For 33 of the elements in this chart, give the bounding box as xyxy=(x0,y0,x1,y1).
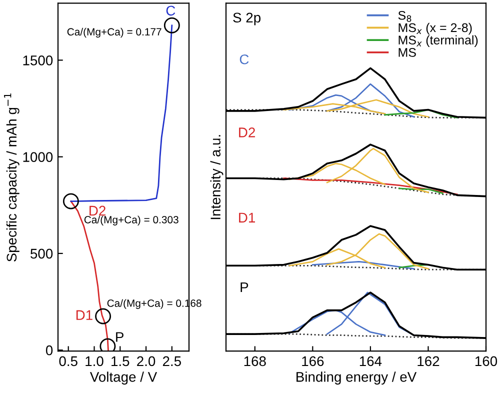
annotation: P xyxy=(240,282,248,292)
y-tick-label: 500 xyxy=(30,248,53,259)
legend-label: MS xyxy=(398,48,416,57)
y-axis-title: Specific capacity / mAh g$^{−1}$ xyxy=(4,93,20,262)
annotation: C xyxy=(166,6,176,16)
x-tick-label: 164 xyxy=(360,356,382,366)
x-tick-label: 160 xyxy=(475,356,498,366)
annotation: D1 xyxy=(239,212,255,222)
y-tick-label: 1000 xyxy=(23,152,53,162)
text: S 2p xyxy=(233,12,261,26)
x-tick-label: 168 xyxy=(244,356,266,366)
annotation: Ca/(Mg+Ca) = 0.303 xyxy=(84,216,178,226)
annotation: D2 xyxy=(239,128,255,138)
x-tick-label: 1.5 xyxy=(112,356,130,366)
annotation: P xyxy=(116,332,124,342)
text: C xyxy=(240,54,249,64)
x-tick-label: 2.5 xyxy=(162,356,181,366)
annotation: D1 xyxy=(76,310,92,320)
x-tick-label: 1.0 xyxy=(86,356,104,366)
x-axis-title: Voltage / V xyxy=(90,372,158,385)
legend-label: S$_{8}$ xyxy=(398,10,412,22)
legend-label: MS$_{x}$ (terminal) xyxy=(398,35,478,47)
x-tick-label: 166 xyxy=(302,356,324,366)
x-tick-label: 2.0 xyxy=(137,356,156,366)
annotation: Ca/(Mg+Ca) = 0.177 xyxy=(67,28,162,38)
y-axis-title: Intensity / a.u. xyxy=(210,135,224,220)
y-tick-label: 0 xyxy=(46,345,53,356)
x-tick-label: 0.5 xyxy=(59,356,78,366)
annotation: D2 xyxy=(90,206,106,216)
x-tick-label: 162 xyxy=(418,356,440,366)
x-axis-title: Binding energy / eV xyxy=(296,372,417,385)
legend-label: MS$_{x}$ (x = 2-8) xyxy=(398,22,472,35)
y-tick-label: 1500 xyxy=(23,56,53,66)
